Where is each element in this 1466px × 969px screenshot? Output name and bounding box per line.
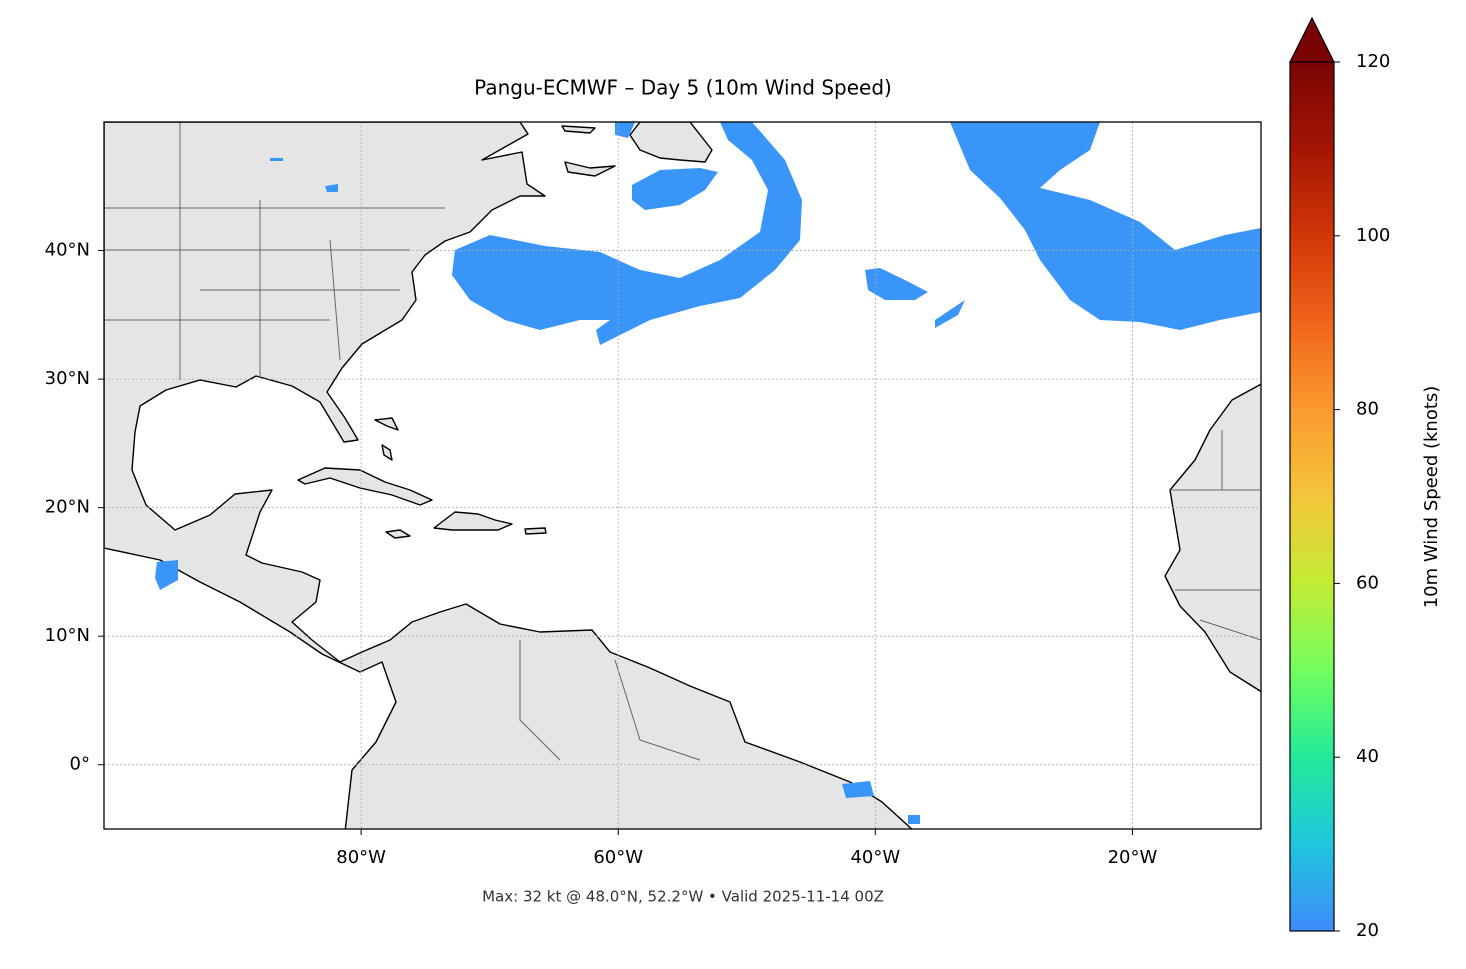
colorbar: 20 40 60 80 100 120 bbox=[1289, 16, 1390, 941]
wind-field bbox=[155, 122, 1261, 824]
colorbar-tick-label: 20 bbox=[1356, 920, 1379, 941]
axes: 80°W 60°W 40°W 20°W 0° 10°N 20°N 30°N 40°N bbox=[45, 240, 1158, 868]
puerto-rico bbox=[524, 527, 547, 535]
colorbar-tick-label: 100 bbox=[1356, 225, 1390, 246]
x-tick-label: 80°W bbox=[336, 847, 386, 868]
y-tick-label: 10°N bbox=[45, 625, 90, 646]
borders bbox=[104, 122, 1261, 761]
footnote: Max: 32 kt @ 48.0°N, 52.2°W • Valid 2025… bbox=[482, 888, 884, 906]
africa bbox=[1164, 383, 1261, 693]
y-tick-label: 40°N bbox=[45, 240, 90, 261]
jamaica bbox=[385, 529, 411, 539]
y-tick-label: 0° bbox=[70, 754, 90, 775]
hispaniola bbox=[433, 511, 513, 531]
colorbar-tick-label: 80 bbox=[1356, 399, 1379, 420]
cuba bbox=[297, 467, 433, 506]
map bbox=[104, 122, 1261, 829]
newfoundland bbox=[629, 122, 713, 163]
colorbar-tick-label: 60 bbox=[1356, 572, 1379, 593]
colorbar-tick-label: 40 bbox=[1356, 746, 1379, 767]
x-tick-label: 40°W bbox=[850, 847, 900, 868]
anticosti bbox=[561, 125, 616, 177]
x-tick-label: 60°W bbox=[593, 847, 643, 868]
americas bbox=[104, 122, 913, 829]
colorbar-extension bbox=[1289, 16, 1335, 63]
chart-title: Pangu-ECMWF – Day 5 (10m Wind Speed) bbox=[474, 76, 892, 100]
colorbar-tick-label: 120 bbox=[1356, 51, 1390, 72]
colorbar-body bbox=[1289, 61, 1335, 932]
y-tick-label: 30°N bbox=[45, 368, 90, 389]
bahamas bbox=[374, 417, 399, 461]
x-tick-label: 20°W bbox=[1108, 847, 1158, 868]
colorbar-label: 10m Wind Speed (knots) bbox=[1421, 386, 1442, 609]
y-tick-label: 20°N bbox=[45, 497, 90, 518]
map-frame bbox=[103, 121, 1262, 830]
grid bbox=[104, 122, 1261, 829]
